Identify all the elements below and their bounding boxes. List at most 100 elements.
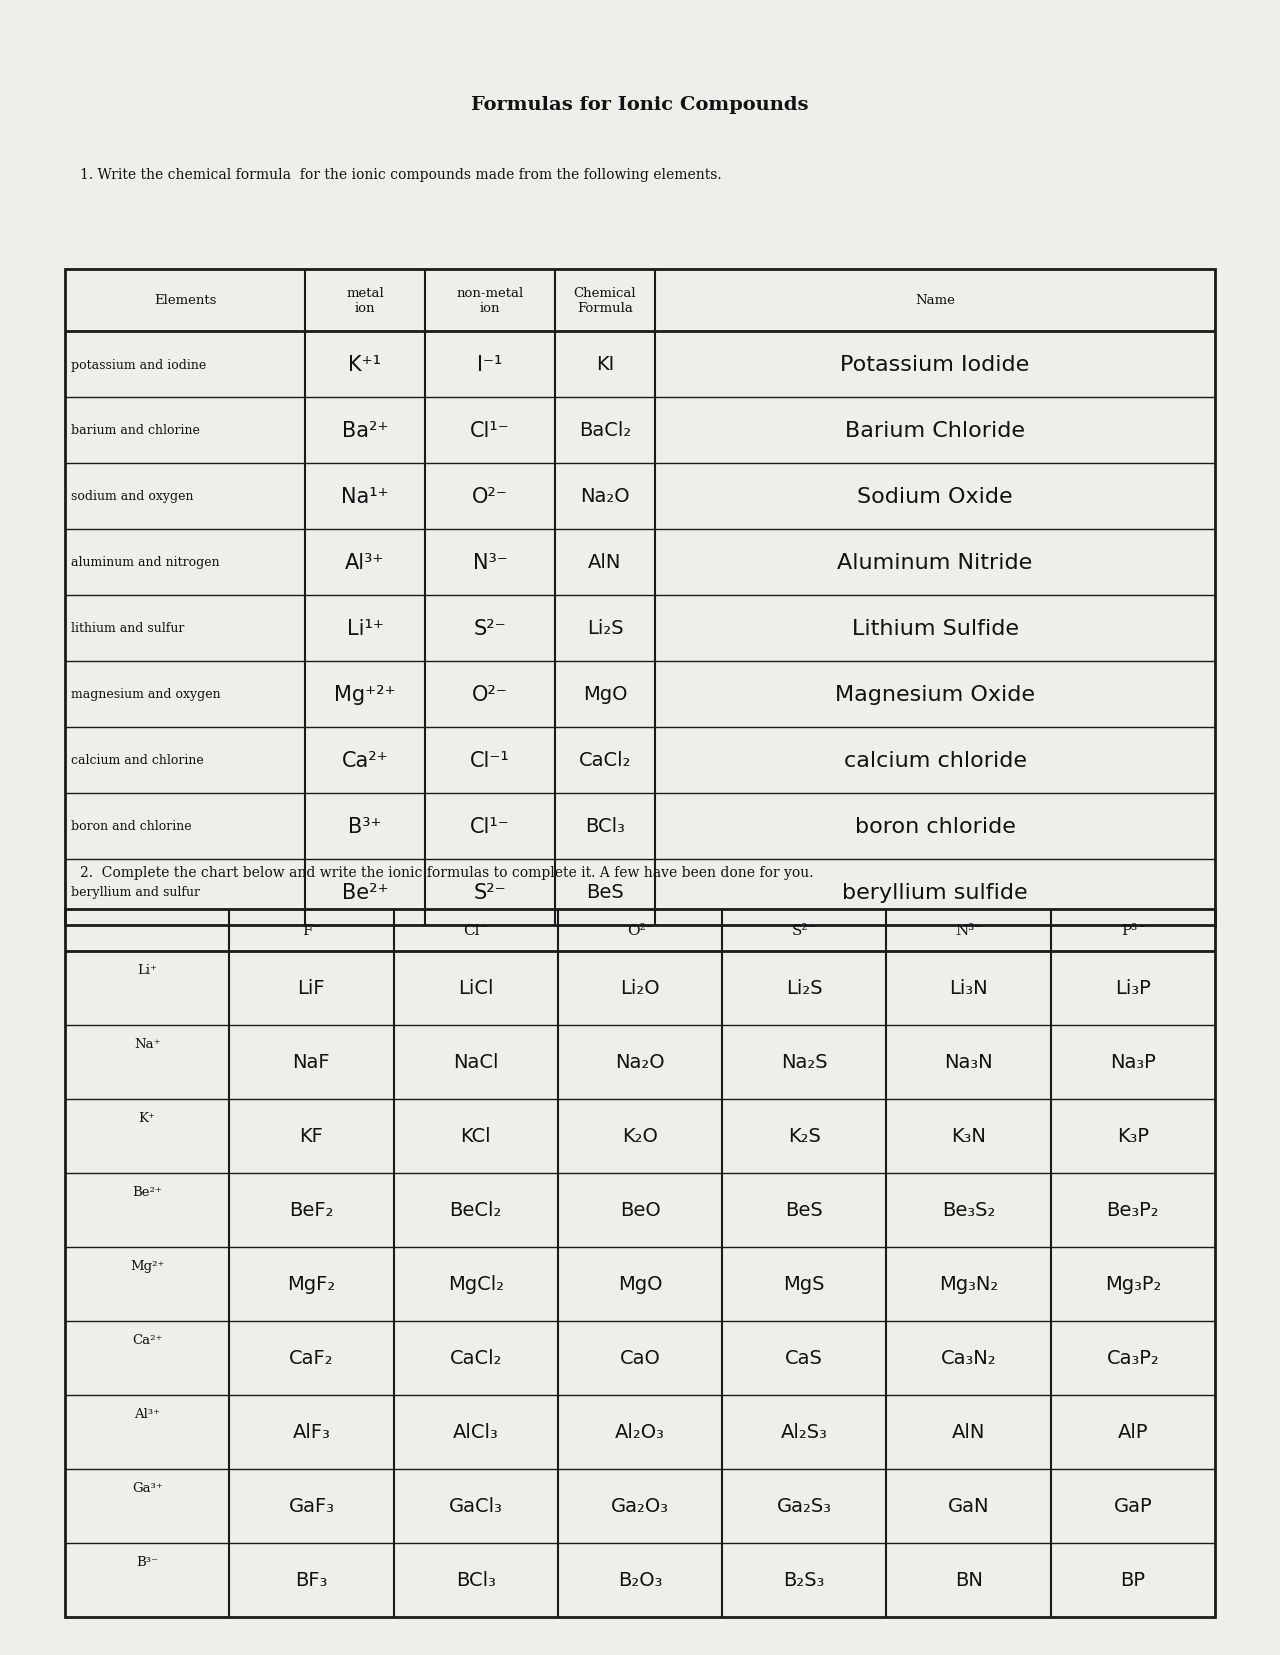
Text: Ca²⁺: Ca²⁺ [342,751,388,771]
Text: Na₂O: Na₂O [616,1053,664,1072]
Text: Name: Name [915,295,955,308]
Text: AlP: AlP [1117,1423,1148,1442]
Text: aluminum and nitrogen: aluminum and nitrogen [70,556,220,569]
Text: GaCl₃: GaCl₃ [449,1496,503,1516]
Text: boron chloride: boron chloride [855,816,1015,836]
Text: BCl₃: BCl₃ [456,1571,495,1589]
Text: calcium chloride: calcium chloride [844,751,1027,771]
Text: Be₃P₂: Be₃P₂ [1106,1202,1160,1220]
Text: calcium and chlorine: calcium and chlorine [70,755,204,766]
Text: AlF₃: AlF₃ [293,1423,330,1442]
Text: BP: BP [1120,1571,1146,1589]
Text: Mg⁺²⁺: Mg⁺²⁺ [334,685,396,705]
Text: CaO: CaO [620,1349,660,1367]
Text: Na₂O: Na₂O [580,487,630,506]
Text: barium and chlorine: barium and chlorine [70,424,200,437]
Text: Na¹⁺: Na¹⁺ [342,487,389,506]
Text: Al³⁺: Al³⁺ [346,553,385,573]
Text: Lithium Sulfide: Lithium Sulfide [851,619,1019,639]
Text: K⁺¹: K⁺¹ [348,354,381,374]
Text: N³⁻: N³⁻ [955,923,982,937]
Text: Al₂O₃: Al₂O₃ [616,1423,664,1442]
Text: Be²⁺: Be²⁺ [342,882,388,902]
Text: K₂S: K₂S [788,1127,820,1145]
Text: AlCl₃: AlCl₃ [453,1423,499,1442]
Text: Li₃P: Li₃P [1115,978,1151,998]
Text: MgCl₂: MgCl₂ [448,1274,504,1294]
Text: I⁻¹: I⁻¹ [477,354,503,374]
Text: BeF₂: BeF₂ [289,1202,334,1220]
Text: Ga₂O₃: Ga₂O₃ [611,1496,669,1516]
Text: B₂O₃: B₂O₃ [618,1571,662,1589]
Text: BeS: BeS [786,1202,823,1220]
Text: Ga₂S₃: Ga₂S₃ [777,1496,832,1516]
Text: GaN: GaN [947,1496,989,1516]
Text: Li₂O: Li₂O [621,978,659,998]
Text: Magnesium Oxide: Magnesium Oxide [835,685,1036,705]
Text: CaF₂: CaF₂ [289,1349,334,1367]
Text: K₂O: K₂O [622,1127,658,1145]
Text: LiF: LiF [298,978,325,998]
Text: MgO: MgO [582,685,627,703]
Text: CaCl₂: CaCl₂ [449,1349,502,1367]
Text: O²⁻: O²⁻ [472,685,508,705]
Text: BeO: BeO [620,1202,660,1220]
Text: beryllium and sulfur: beryllium and sulfur [70,885,200,899]
Text: boron and chlorine: boron and chlorine [70,819,192,832]
Text: B₂S₃: B₂S₃ [783,1571,826,1589]
Text: BN: BN [955,1571,983,1589]
Text: CaS: CaS [786,1349,823,1367]
Bar [65,910,1215,1617]
Text: Ca²⁺: Ca²⁺ [132,1334,163,1346]
Text: K⁺: K⁺ [138,1111,156,1124]
Text: Li₃N: Li₃N [950,978,988,998]
Text: 2.  Complete the chart below and write the ionic formulas to complete it. A few : 2. Complete the chart below and write th… [79,866,814,879]
Text: Cl⁻: Cl⁻ [463,923,488,937]
Text: Ca₃P₂: Ca₃P₂ [1106,1349,1160,1367]
Text: magnesium and oxygen: magnesium and oxygen [70,688,220,702]
Text: S²⁻: S²⁻ [474,619,507,639]
Text: Mg₃N₂: Mg₃N₂ [940,1274,998,1294]
Text: Elements: Elements [154,295,216,308]
Text: Na₃N: Na₃N [945,1053,993,1072]
Text: Cl¹⁻: Cl¹⁻ [470,420,509,440]
Text: Li⁺: Li⁺ [137,963,157,976]
Text: non-metal
ion: non-metal ion [457,286,524,314]
Text: AlN: AlN [952,1423,986,1442]
Text: O²⁻: O²⁻ [627,923,653,937]
Text: lithium and sulfur: lithium and sulfur [70,622,184,636]
Text: Chemical
Formula: Chemical Formula [573,286,636,314]
Text: Li₂S: Li₂S [586,619,623,639]
Text: MgO: MgO [618,1274,662,1294]
Text: CaCl₂: CaCl₂ [579,751,631,770]
Text: S²⁻: S²⁻ [474,882,507,902]
Text: Na₃P: Na₃P [1110,1053,1156,1072]
Text: beryllium sulfide: beryllium sulfide [842,882,1028,902]
Text: Ca₃N₂: Ca₃N₂ [941,1349,996,1367]
Text: P³⁻: P³⁻ [1121,923,1146,937]
Text: F⁻: F⁻ [302,923,321,937]
Text: Mg²⁺: Mg²⁺ [131,1259,164,1273]
Text: Formulas for Ionic Compounds: Formulas for Ionic Compounds [471,96,809,114]
Text: Al₂S₃: Al₂S₃ [781,1423,828,1442]
Text: 1. Write the chemical formula  for the ionic compounds made from the following e: 1. Write the chemical formula for the io… [79,167,722,182]
Text: Li₂S: Li₂S [786,978,823,998]
Text: Al³⁺: Al³⁺ [134,1407,160,1420]
Text: BF₃: BF₃ [296,1571,328,1589]
Text: Be₃S₂: Be₃S₂ [942,1202,996,1220]
Text: Ga³⁺: Ga³⁺ [132,1481,163,1494]
Text: GaP: GaP [1114,1496,1152,1516]
Text: Na₂S: Na₂S [781,1053,828,1072]
Text: BeCl₂: BeCl₂ [449,1202,502,1220]
Text: BaCl₂: BaCl₂ [579,422,631,440]
Text: metal
ion: metal ion [346,286,384,314]
Text: O²⁻: O²⁻ [472,487,508,506]
Text: Ba²⁺: Ba²⁺ [342,420,388,440]
Text: Barium Chloride: Barium Chloride [845,420,1025,440]
Text: K₃P: K₃P [1117,1127,1149,1145]
Text: B³⁻: B³⁻ [136,1556,159,1567]
Text: Mg₃P₂: Mg₃P₂ [1105,1274,1161,1294]
Text: Be²⁺: Be²⁺ [132,1185,163,1198]
Text: Li¹⁺: Li¹⁺ [347,619,384,639]
Text: MgF₂: MgF₂ [287,1274,335,1294]
